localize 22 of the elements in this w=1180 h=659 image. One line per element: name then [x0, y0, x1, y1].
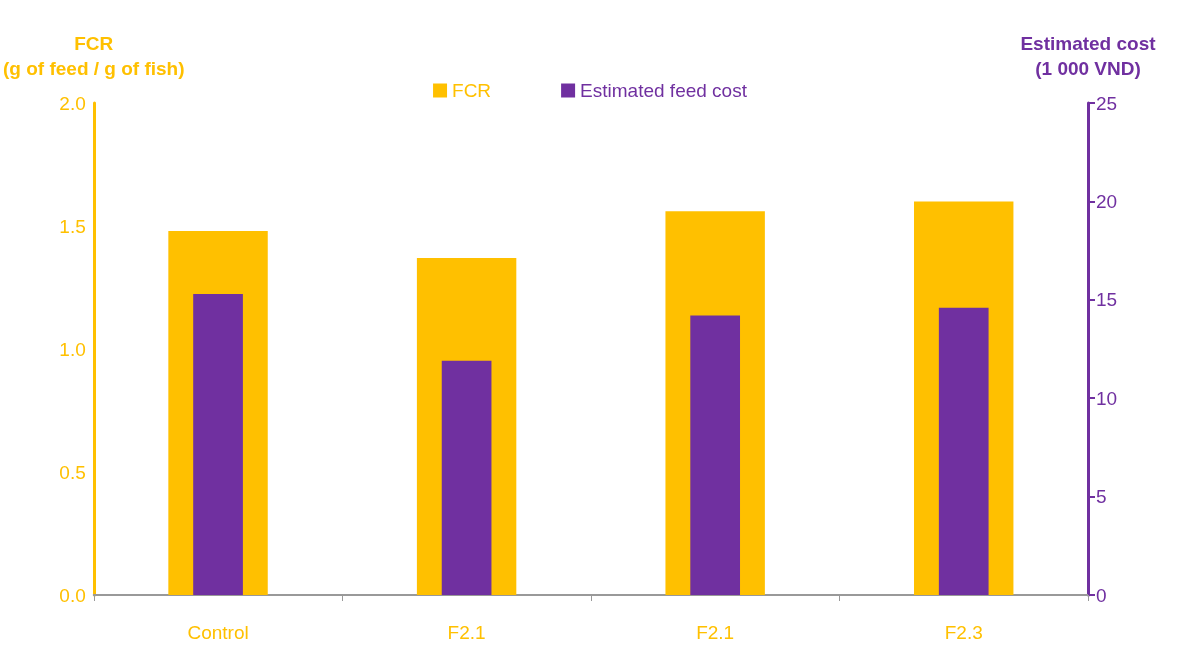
- y2-tick-label: 20: [1096, 190, 1118, 212]
- y2-tick-label: 25: [1096, 92, 1118, 114]
- bar: [938, 307, 989, 595]
- legend-label: Estimated feed cost: [580, 80, 748, 101]
- y2-tick-label: 10: [1096, 387, 1118, 409]
- x-tick-label: F2.3: [944, 622, 983, 643]
- x-tick-label: F2.1: [447, 622, 486, 643]
- y-tick-label: 2.0: [59, 92, 86, 114]
- x-tick-label: F2.1: [696, 622, 735, 643]
- y2-tick-label: 0: [1096, 584, 1107, 606]
- y-tick-label: 0.5: [59, 461, 86, 483]
- y2-axis-title: Estimated cost (1 000 VND): [1020, 33, 1157, 79]
- legend-label: FCR: [452, 80, 492, 101]
- y-tick-label: 1.0: [59, 338, 86, 360]
- x-tick-label: Control: [187, 622, 249, 643]
- y-tick-label: 1.5: [59, 215, 86, 237]
- y2-tick-label: 15: [1096, 289, 1118, 311]
- y2-tick-label: 5: [1096, 486, 1107, 508]
- bar: [441, 360, 492, 595]
- bar: [690, 315, 741, 595]
- y-axis-title: FCR (g of feed / g of fish): [3, 33, 185, 79]
- y-tick-label: 0.0: [59, 584, 86, 606]
